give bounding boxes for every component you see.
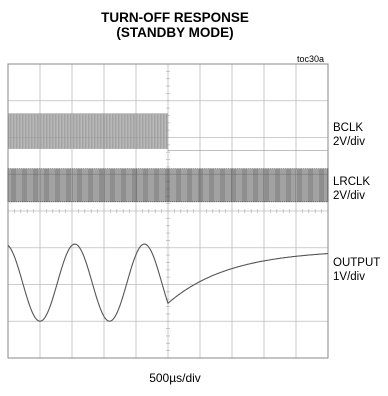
series-bclk-trace [7,113,328,151]
lrclk-name: LRCLK [333,176,371,188]
figure-code: toc30a [297,54,325,64]
lrclk-label: LRCLK 2V/div [333,175,370,203]
plot-frame [7,63,329,359]
x-axis-label: 500µs/div [149,371,201,385]
output-name: OUTPUT [333,257,381,269]
chart-title: TURN-OFF RESPONSE (STANDBY MODE) [0,10,350,40]
bclk-scale: 2V/div [333,136,365,148]
output-scale: 1V/div [333,271,365,283]
title-line-1: TURN-OFF RESPONSE [101,10,249,25]
bclk-name: BCLK [333,122,364,134]
series-lrclk-trace [7,168,329,203]
output-label: OUTPUT 1V/div [333,256,380,284]
bclk-label: BCLK 2V/div [333,121,365,149]
series-output-trace [7,243,328,322]
lrclk-scale: 2V/div [333,190,365,202]
title-line-2: (STANDBY MODE) [116,25,234,40]
